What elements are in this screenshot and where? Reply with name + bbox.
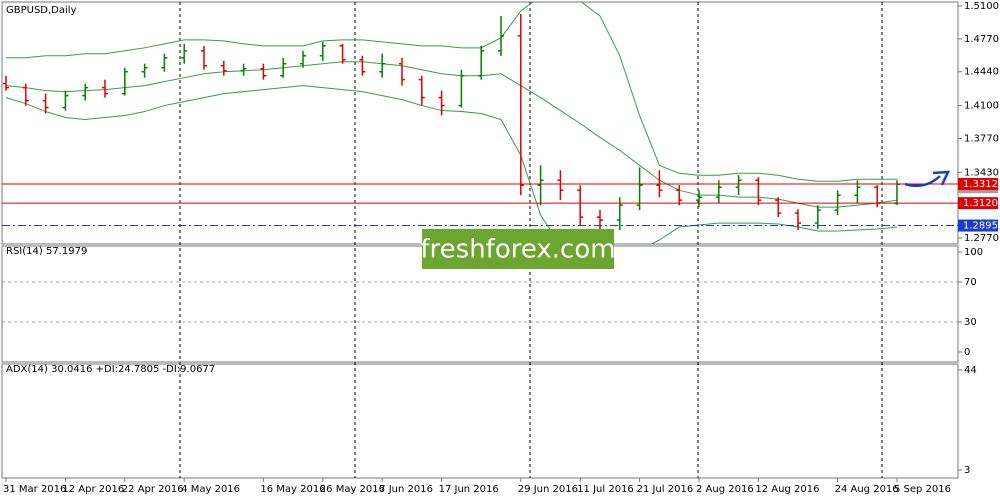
chart-title: GBPUSD,Daily: [6, 5, 77, 16]
x-tick-label: 29 Jun 2016: [518, 484, 578, 495]
arrow-head: [932, 170, 951, 186]
x-tick-label: 12 Aug 2016: [755, 484, 819, 495]
x-tick-label: 5 Sep 2016: [894, 484, 951, 495]
level-label-box: [958, 178, 998, 191]
y-tick-label: 1.4770: [964, 34, 999, 45]
y-tick-label: 44: [964, 365, 977, 376]
indicator-title: ADX(14) 30.0416 +DI:24.7805 -DI:9.0677: [6, 364, 215, 375]
x-tick-label: 26 May 2016: [320, 484, 385, 495]
y-tick-label: 1.5100: [964, 1, 999, 12]
indicator-title: RSI(14) 57.1979: [6, 246, 87, 257]
y-tick-label: 1.4100: [964, 101, 999, 112]
forecast-arrow: [904, 175, 941, 187]
y-tick-label: 1.2770: [964, 233, 999, 244]
level-label-box: [958, 219, 998, 232]
y-tick-label: 70: [964, 277, 977, 288]
plot-area: [3, 2, 900, 244]
period-separators: [179, 2, 883, 478]
x-tick-label: 4 May 2016: [181, 484, 240, 495]
x-tick-label: 12 Apr 2016: [62, 484, 124, 495]
x-tick-label: 11 Jul 2016: [577, 484, 634, 495]
bollinger-band: [6, 2, 897, 182]
watermark: freshforex.com: [420, 229, 616, 269]
y-tick-label: 100: [964, 247, 983, 258]
x-tick-label: 7 Jun 2016: [379, 484, 433, 495]
y-tick-label: 1.3770: [964, 133, 999, 144]
y-tick-label: 1.4440: [964, 67, 999, 78]
x-tick-label: 17 Jun 2016: [439, 484, 499, 495]
adx-panel: [1, 363, 959, 479]
x-tick-label: 24 Aug 2016: [835, 484, 899, 495]
y-tick-label: 30: [964, 317, 977, 328]
x-tick-label: 16 May 2016: [260, 484, 325, 495]
x-tick-label: 2 Aug 2016: [696, 484, 754, 495]
x-tick-label: 22 Apr 2016: [122, 484, 184, 495]
level-label: 1.3312: [963, 179, 998, 190]
watermark-text: freshforex.com: [420, 235, 615, 265]
y-tick-label: 1.3430: [964, 167, 999, 178]
level-label-box: [958, 197, 998, 210]
y-tick-label: 3: [964, 465, 970, 476]
x-tick-label: 31 Mar 2016: [3, 484, 66, 495]
y-tick-label: 0: [964, 347, 970, 358]
bollinger-band: [5, 61, 898, 208]
level-label: 1.3120: [963, 198, 998, 209]
watermark-box: [422, 229, 614, 269]
bollinger-band: [5, 85, 898, 244]
level-label: 1.2895: [963, 221, 998, 232]
x-tick-label: 21 Jul 2016: [637, 484, 694, 495]
